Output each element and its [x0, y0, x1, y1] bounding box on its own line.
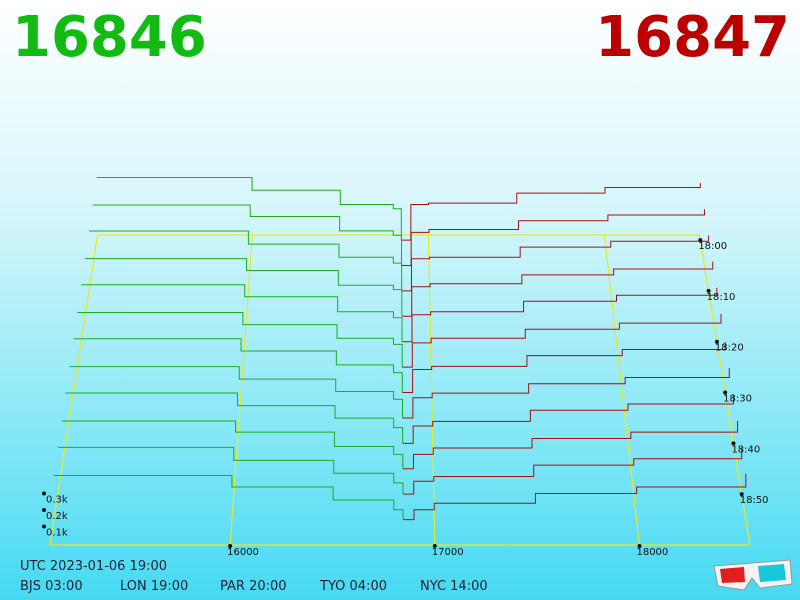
ask-depth-line [402, 261, 714, 317]
ask-depth-line [402, 314, 722, 368]
ask-depth-line [403, 473, 747, 521]
ask-depth-line [402, 287, 718, 343]
tick-mark [731, 441, 736, 446]
x-tick-label: 17000 [432, 547, 464, 558]
ask-depth-line [401, 183, 701, 241]
zone-clock: PAR 20:00 [220, 579, 287, 594]
bid-depth-line [57, 446, 404, 495]
zone-clock: BJS 03:00 [20, 579, 83, 594]
tick-mark [723, 390, 728, 395]
best-bid: 16846 [12, 5, 207, 70]
ask-depth-line [401, 209, 705, 266]
ask-depth-line [401, 235, 710, 292]
tick-mark [42, 508, 46, 512]
bid-depth-line [77, 312, 403, 368]
tick-mark [228, 544, 233, 548]
tick-mark [698, 238, 703, 243]
z-tick-label: 18:20 [715, 343, 744, 354]
z-tick-label: 18:30 [723, 394, 752, 405]
grid-line [603, 234, 641, 546]
tick-mark [42, 524, 46, 529]
best-ask: 16847 [595, 5, 790, 70]
bid-depth-line [53, 475, 404, 520]
ask-depth-line [402, 341, 726, 394]
tick-mark [739, 492, 744, 497]
z-tick-label: 18:50 [740, 495, 769, 506]
bid-depth-line [73, 338, 403, 393]
ask-depth-line [402, 420, 739, 470]
zone-clock: NYC 14:00 [420, 579, 488, 594]
bid-depth-line [85, 258, 403, 317]
bid-depth-line [92, 204, 403, 266]
x-tick-label: 16000 [227, 547, 259, 558]
bid-depth-line [61, 420, 404, 469]
bid-depth-line [88, 230, 403, 291]
tick-mark [706, 288, 711, 293]
z-tick-label: 18:40 [731, 444, 760, 455]
bid-depth-line [81, 284, 403, 342]
tick-mark [42, 491, 46, 496]
x-tick-label: 18000 [636, 547, 668, 558]
z-tick-label: 18:10 [707, 292, 736, 303]
ask-depth-line [402, 394, 734, 444]
bid-depth-line [65, 392, 404, 444]
tick-mark [637, 544, 642, 548]
tick-mark [714, 339, 719, 344]
floor [49, 234, 751, 546]
grid-line [427, 234, 436, 546]
zone-clock: LON 19:00 [120, 579, 189, 594]
ask-depth-line [402, 368, 730, 419]
tick-mark [432, 544, 437, 548]
bid-depth-line [69, 366, 403, 418]
y-tick-label: 0.1k [46, 528, 68, 539]
y-tick-label: 0.2k [46, 511, 68, 522]
z-tick-label: 18:00 [698, 241, 727, 252]
zone-clock: TYO 04:00 [320, 579, 387, 594]
ask-depth-line [403, 447, 743, 495]
utc-clock: UTC 2023-01-06 19:00 [20, 559, 168, 574]
grid-line [229, 234, 253, 546]
y-tick-label: 0.3k [46, 495, 68, 506]
bid-depth-line [96, 176, 402, 241]
